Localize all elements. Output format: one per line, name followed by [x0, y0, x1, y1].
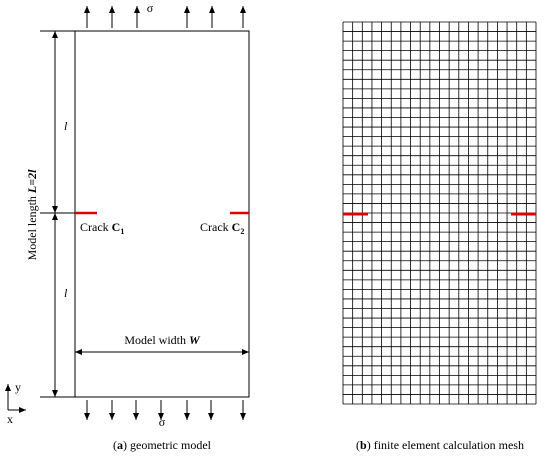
stress-arrows	[84, 6, 246, 420]
label-subscript: 1	[120, 227, 124, 236]
caption-text: ) finite element calculation mesh	[367, 438, 524, 452]
half-length-label: l	[64, 119, 68, 133]
axis-label: y	[15, 380, 21, 394]
label-text: Crack	[80, 220, 109, 234]
caption-text: (	[356, 438, 360, 452]
label-text: Model width	[124, 333, 186, 347]
crack-label: Crack C2	[200, 220, 244, 236]
label-symbol: C	[112, 220, 121, 234]
caption-text: (	[113, 438, 117, 452]
model-width-label: Model width W	[124, 333, 201, 347]
label-subscript: 2	[240, 227, 244, 236]
half-length-label: l	[64, 286, 68, 300]
axis-label: x	[7, 412, 13, 426]
caption-text: ) geometric model	[123, 438, 212, 452]
caption: (a) geometric model	[113, 438, 212, 452]
model-length-label: Model length L=2l	[25, 169, 39, 260]
caption: (b) finite element calculation mesh	[356, 438, 524, 452]
mesh-grid	[342, 21, 537, 405]
crack-label: Crack C1	[80, 220, 124, 236]
stress-label: σ	[159, 415, 166, 429]
label-text: Crack	[200, 220, 229, 234]
label-symbol: W	[189, 333, 201, 347]
mesh-panel: (b) finite element calculation mesh	[342, 21, 537, 452]
caption-letter: b	[360, 438, 367, 452]
label-symbol: C	[232, 220, 241, 234]
stress-label: σ	[147, 1, 154, 15]
label-symbol: L=2l	[25, 169, 39, 194]
label-text: Model length	[25, 196, 39, 260]
geometric-model: σ σ l l Model lengthL=2l Crack C1 Crack C2…	[5, 1, 250, 452]
caption-letter: a	[117, 438, 123, 452]
